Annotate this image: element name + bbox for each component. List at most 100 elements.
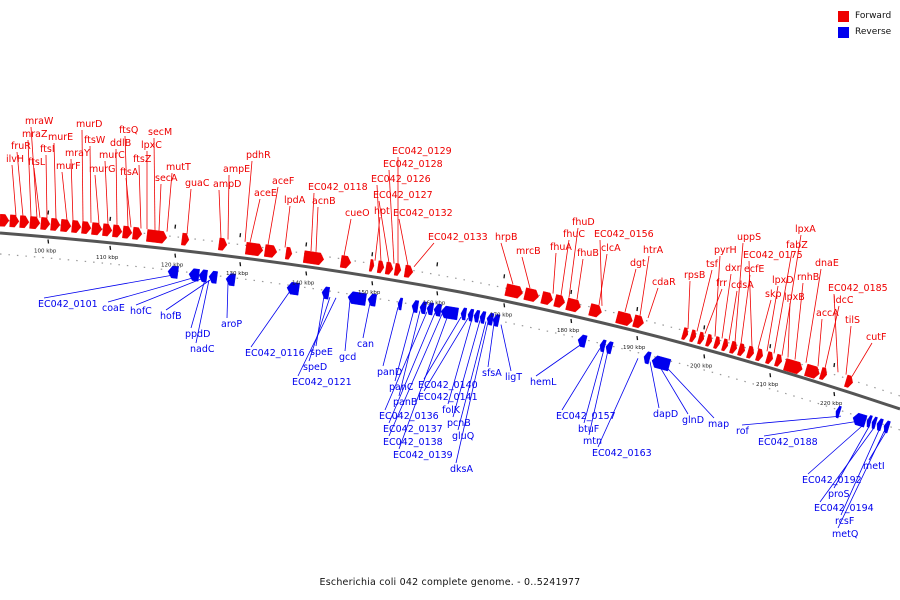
forward-gene-14 (146, 229, 168, 244)
forward-gene-28 (523, 287, 539, 302)
forward-gene-label: rpsB (684, 270, 705, 281)
forward-gene-leader (413, 242, 435, 267)
reverse-gene-label: EC042_0138 (383, 437, 443, 448)
reverse-gene-11 (419, 301, 428, 315)
reverse-gene-9 (397, 297, 404, 311)
forward-gene-leader (267, 186, 279, 246)
forward-gene-label: mutT (166, 162, 191, 173)
reverse-gene-leader (362, 302, 371, 339)
reverse-gene-19 (486, 312, 495, 326)
tick-mark-upper (239, 233, 242, 238)
reverse-gene-label: dapD (653, 409, 678, 420)
tick-mark-upper (703, 325, 706, 330)
reverse-gene-leader (394, 309, 415, 382)
reverse-gene-label: coaE (102, 303, 125, 314)
forward-gene-label: skp (765, 289, 781, 300)
reverse-gene-label: EC042_0192 (802, 475, 862, 486)
reverse-gene-label: can (357, 339, 374, 350)
forward-gene-label: mrcB (516, 246, 541, 257)
reverse-gene-leader (388, 313, 443, 437)
tick-mark-lower (503, 303, 506, 308)
reverse-gene-leader (588, 350, 609, 436)
forward-gene-label: EC042_0129 (392, 146, 452, 157)
forward-gene-label: frr (716, 278, 727, 289)
forward-gene-leader (740, 274, 751, 344)
forward-gene-24 (384, 261, 394, 275)
reverse-gene-8 (367, 293, 378, 307)
legend-forward-label: Forward (855, 11, 892, 21)
tick-label: 190 kbp (623, 345, 646, 351)
forward-gene-23 (376, 260, 385, 274)
forward-gene-leader (27, 139, 32, 218)
forward-gene-2 (19, 215, 30, 229)
forward-gene-label: fhuC (563, 229, 585, 240)
forward-gene-11 (112, 224, 123, 238)
forward-gene-36 (689, 329, 697, 343)
reverse-gene-26 (835, 405, 842, 419)
forward-gene-34 (632, 314, 644, 329)
forward-gene-leader (824, 305, 840, 369)
tick-mark-upper (436, 262, 439, 267)
forward-gene-19 (284, 246, 293, 260)
reverse-gene-leader (315, 296, 325, 347)
forward-gene-label: cueO (345, 208, 370, 219)
forward-gene-leader (398, 218, 409, 266)
forward-gene-label: ftsI (40, 144, 55, 155)
reverse-gene-leader (423, 317, 469, 392)
forward-gene-50 (844, 374, 853, 388)
forward-gene-leader (748, 260, 753, 348)
reverse-gene-leader (657, 363, 689, 415)
forward-gene-10 (102, 223, 113, 237)
forward-gene-leader (817, 318, 823, 367)
forward-gene-leader (343, 218, 352, 257)
forward-gene-label: EC042_0185 (828, 283, 888, 294)
reverse-gene-27 (852, 412, 868, 428)
reverse-swatch (838, 26, 849, 38)
reverse-gene-29 (871, 416, 878, 430)
reverse-gene-leader (384, 311, 428, 411)
forward-gene-label: cutF (866, 332, 886, 343)
forward-gene-leader (833, 293, 839, 373)
reverse-gene-leader (664, 365, 715, 419)
reverse-gene-label: speD (303, 362, 327, 373)
forward-gene-leader (158, 183, 162, 231)
forward-gene-leader (378, 200, 390, 263)
reverse-gene-label: ppdD (185, 329, 210, 340)
forward-gene-leader (138, 164, 142, 229)
reverse-gene-leader (457, 321, 487, 431)
forward-gene-12 (122, 225, 133, 239)
reverse-gene-label: gluQ (452, 431, 474, 442)
legend: Forward Reverse (838, 8, 891, 40)
forward-gene-leader (227, 174, 230, 240)
forward-gene-38 (705, 333, 713, 347)
forward-gene-label: EC042_0118 (308, 182, 368, 193)
forward-gene-leader (721, 273, 732, 339)
tick-label: 100 kbp (34, 248, 57, 254)
forward-gene-label: lpxD (772, 275, 794, 286)
reverse-gene-leader (250, 290, 291, 348)
forward-gene-label: fhuA (550, 242, 572, 253)
reverse-gene-leader (500, 324, 512, 372)
forward-gene-label: EC042_0126 (371, 174, 431, 185)
reverse-gene-leader (297, 297, 337, 377)
forward-gene-label: lpxC (141, 140, 162, 151)
forward-gene-41 (729, 340, 737, 354)
forward-gene-leader (30, 126, 38, 218)
reverse-gene-23 (605, 341, 614, 355)
tick-mark-lower (703, 354, 706, 359)
reverse-gene-3 (208, 270, 218, 284)
tick-mark-lower (239, 262, 242, 267)
forward-gene-label: ftsA (120, 167, 139, 178)
forward-gene-leader (153, 137, 156, 231)
reverse-gene-17 (473, 309, 481, 323)
reverse-gene-label: EC042_0140 (418, 380, 478, 391)
legend-forward: Forward (838, 8, 891, 24)
reverse-gene-leader (452, 320, 481, 418)
reverse-gene-leader (388, 312, 436, 424)
forward-gene-leader (94, 174, 100, 224)
forward-gene-32 (588, 303, 602, 318)
forward-gene-18 (263, 244, 278, 258)
reverse-gene-13 (433, 303, 443, 317)
forward-gene-9 (91, 222, 103, 236)
forward-gene-leader (70, 158, 74, 221)
